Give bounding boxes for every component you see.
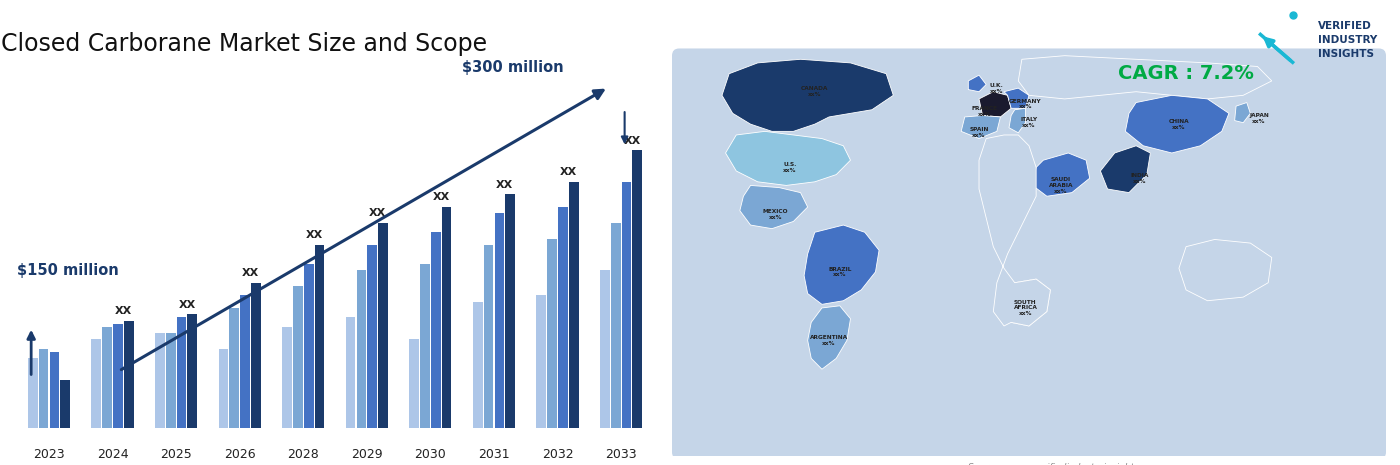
Bar: [241, 295, 251, 428]
Bar: [113, 324, 123, 428]
Polygon shape: [725, 132, 851, 186]
Text: 2023: 2023: [34, 448, 64, 461]
Bar: [293, 286, 302, 428]
Bar: [547, 239, 557, 428]
Bar: [218, 349, 228, 428]
Bar: [123, 320, 133, 428]
Text: GERMANY
xx%: GERMANY xx%: [1009, 99, 1042, 109]
Bar: [622, 182, 631, 428]
Polygon shape: [962, 115, 1001, 139]
Text: XX: XX: [305, 230, 322, 240]
Polygon shape: [804, 225, 879, 305]
Text: 2030: 2030: [414, 448, 447, 461]
Text: 2026: 2026: [224, 448, 255, 461]
Bar: [165, 333, 175, 428]
Polygon shape: [1235, 103, 1250, 123]
Text: CAGR : 7.2%: CAGR : 7.2%: [1119, 64, 1254, 83]
Bar: [102, 327, 112, 428]
Bar: [230, 308, 239, 428]
Bar: [304, 264, 314, 428]
Text: XX: XX: [623, 135, 641, 146]
Text: U.K.
xx%: U.K. xx%: [990, 83, 1004, 93]
Text: 2028: 2028: [287, 448, 319, 461]
Text: XX: XX: [242, 268, 259, 278]
Bar: [505, 194, 515, 428]
Bar: [420, 264, 430, 428]
Polygon shape: [1126, 95, 1229, 153]
Text: 2029: 2029: [351, 448, 382, 461]
Text: XX: XX: [115, 306, 132, 316]
Text: 2025: 2025: [160, 448, 192, 461]
Bar: [346, 318, 356, 428]
Polygon shape: [1100, 146, 1151, 193]
Text: CHINA
xx%: CHINA xx%: [1169, 119, 1189, 130]
Bar: [357, 270, 367, 428]
Polygon shape: [1018, 56, 1271, 99]
Text: $150 million: $150 million: [17, 263, 119, 278]
Bar: [251, 283, 260, 428]
Text: VERIFIED
INDUSTRY
INSIGHTS: VERIFIED INDUSTRY INSIGHTS: [1319, 21, 1378, 59]
Text: XX: XX: [370, 208, 386, 218]
Text: SAUDI
ARABIA
xx%: SAUDI ARABIA xx%: [1049, 177, 1074, 194]
Bar: [283, 327, 293, 428]
Polygon shape: [808, 306, 851, 369]
Text: XX: XX: [560, 167, 577, 177]
Bar: [176, 318, 186, 428]
Text: BRAZIL
xx%: BRAZIL xx%: [829, 266, 851, 277]
Polygon shape: [1004, 88, 1029, 108]
Bar: [60, 380, 70, 428]
Polygon shape: [979, 92, 1011, 117]
Bar: [378, 223, 388, 428]
Bar: [28, 359, 38, 428]
Polygon shape: [1004, 279, 1050, 326]
Text: 2033: 2033: [605, 448, 637, 461]
Bar: [39, 349, 49, 428]
Bar: [315, 245, 325, 428]
Polygon shape: [1033, 153, 1089, 196]
Bar: [601, 270, 610, 428]
Text: 2024: 2024: [97, 448, 129, 461]
Bar: [49, 352, 59, 428]
Text: Source : www.verifiedindustryinsights.com: Source : www.verifiedindustryinsights.co…: [969, 463, 1161, 465]
Polygon shape: [969, 75, 986, 92]
Polygon shape: [722, 60, 893, 132]
Bar: [409, 339, 419, 428]
Polygon shape: [1179, 239, 1271, 301]
Text: 2031: 2031: [479, 448, 510, 461]
Polygon shape: [1009, 108, 1025, 133]
Bar: [536, 295, 546, 428]
Text: 2032: 2032: [542, 448, 574, 461]
Bar: [494, 213, 504, 428]
Bar: [473, 302, 483, 428]
Text: XX: XX: [496, 179, 514, 190]
Polygon shape: [979, 135, 1050, 326]
Text: $300 million: $300 million: [462, 60, 564, 74]
Text: JAPAN
xx%: JAPAN xx%: [1249, 113, 1268, 124]
Bar: [188, 314, 197, 428]
Bar: [559, 207, 568, 428]
Bar: [367, 245, 377, 428]
Polygon shape: [739, 186, 808, 229]
Text: FRANCE
xx%: FRANCE xx%: [972, 106, 998, 117]
FancyBboxPatch shape: [672, 48, 1386, 459]
Text: ITALY
xx%: ITALY xx%: [1021, 117, 1037, 128]
Text: XX: XX: [433, 193, 449, 202]
Bar: [633, 150, 643, 428]
Bar: [568, 182, 578, 428]
Text: MEXICO
xx%: MEXICO xx%: [763, 209, 788, 219]
Text: U.S.
xx%: U.S. xx%: [783, 162, 797, 173]
Bar: [610, 223, 620, 428]
Text: CANADA
xx%: CANADA xx%: [801, 86, 829, 97]
Bar: [484, 245, 493, 428]
Bar: [91, 339, 101, 428]
Text: SOUTH
AFRICA
xx%: SOUTH AFRICA xx%: [1014, 299, 1037, 316]
Text: ARGENTINA
xx%: ARGENTINA xx%: [811, 335, 848, 346]
Text: INDIA
xx%: INDIA xx%: [1130, 173, 1149, 184]
Bar: [442, 207, 451, 428]
Text: SPAIN
xx%: SPAIN xx%: [969, 127, 988, 138]
Text: Closed Carborane Market Size and Scope: Closed Carborane Market Size and Scope: [1, 32, 487, 56]
Bar: [155, 333, 165, 428]
Bar: [431, 232, 441, 428]
Text: XX: XX: [178, 299, 196, 310]
